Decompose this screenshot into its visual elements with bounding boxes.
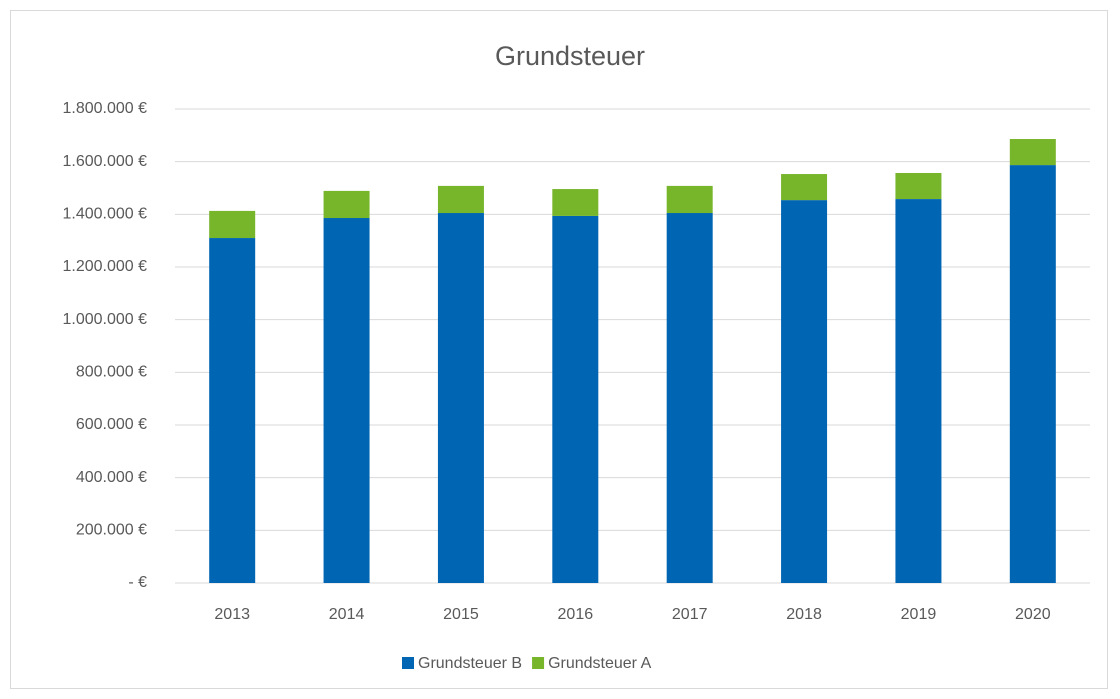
x-tick-label: 2013	[214, 606, 250, 623]
x-tick-label: 2020	[1015, 606, 1051, 623]
legend-label: Grundsteuer A	[548, 655, 652, 672]
y-tick-label: 1.600.000 €	[62, 153, 147, 170]
bar-segment	[666, 213, 713, 583]
x-tick-label: 2019	[901, 606, 937, 623]
y-tick-label: 1.200.000 €	[62, 258, 147, 275]
x-tick-label: 2015	[443, 606, 479, 623]
x-tick-label: 2014	[329, 606, 365, 623]
bar-segment	[895, 199, 942, 583]
bar-segment	[781, 200, 828, 583]
bar-segment	[552, 215, 599, 583]
y-tick-label: 1.000.000 €	[62, 311, 147, 328]
legend-swatch	[532, 657, 545, 669]
bar-segment	[437, 213, 484, 583]
bar-segment	[323, 190, 370, 219]
y-tick-label: 600.000 €	[76, 416, 147, 433]
chart-title: Grundsteuer	[495, 41, 645, 71]
x-tick-label: 2017	[672, 606, 708, 623]
bar-segment	[552, 189, 599, 216]
y-tick-label: - €	[128, 574, 147, 591]
bar-segment	[1009, 165, 1056, 583]
y-tick-label: 1.400.000 €	[62, 206, 147, 223]
y-tick-label: 200.000 €	[76, 522, 147, 539]
bar-segment	[209, 238, 256, 584]
legend-swatch	[402, 657, 414, 669]
bar-segment	[437, 185, 484, 214]
y-tick-label: 1.800.000 €	[62, 100, 147, 117]
y-tick-label: 800.000 €	[76, 364, 147, 381]
bar-segment	[209, 210, 256, 239]
bar-segment	[666, 185, 713, 214]
x-tick-label: 2018	[786, 606, 822, 623]
bar-segment	[895, 172, 942, 200]
legend-label: Grundsteuer B	[418, 655, 522, 672]
bar-segment	[781, 174, 828, 201]
x-tick-label: 2016	[558, 606, 594, 623]
y-tick-label: 400.000 €	[76, 469, 147, 486]
bar-segment	[323, 218, 370, 583]
bar-segment	[1009, 139, 1056, 166]
